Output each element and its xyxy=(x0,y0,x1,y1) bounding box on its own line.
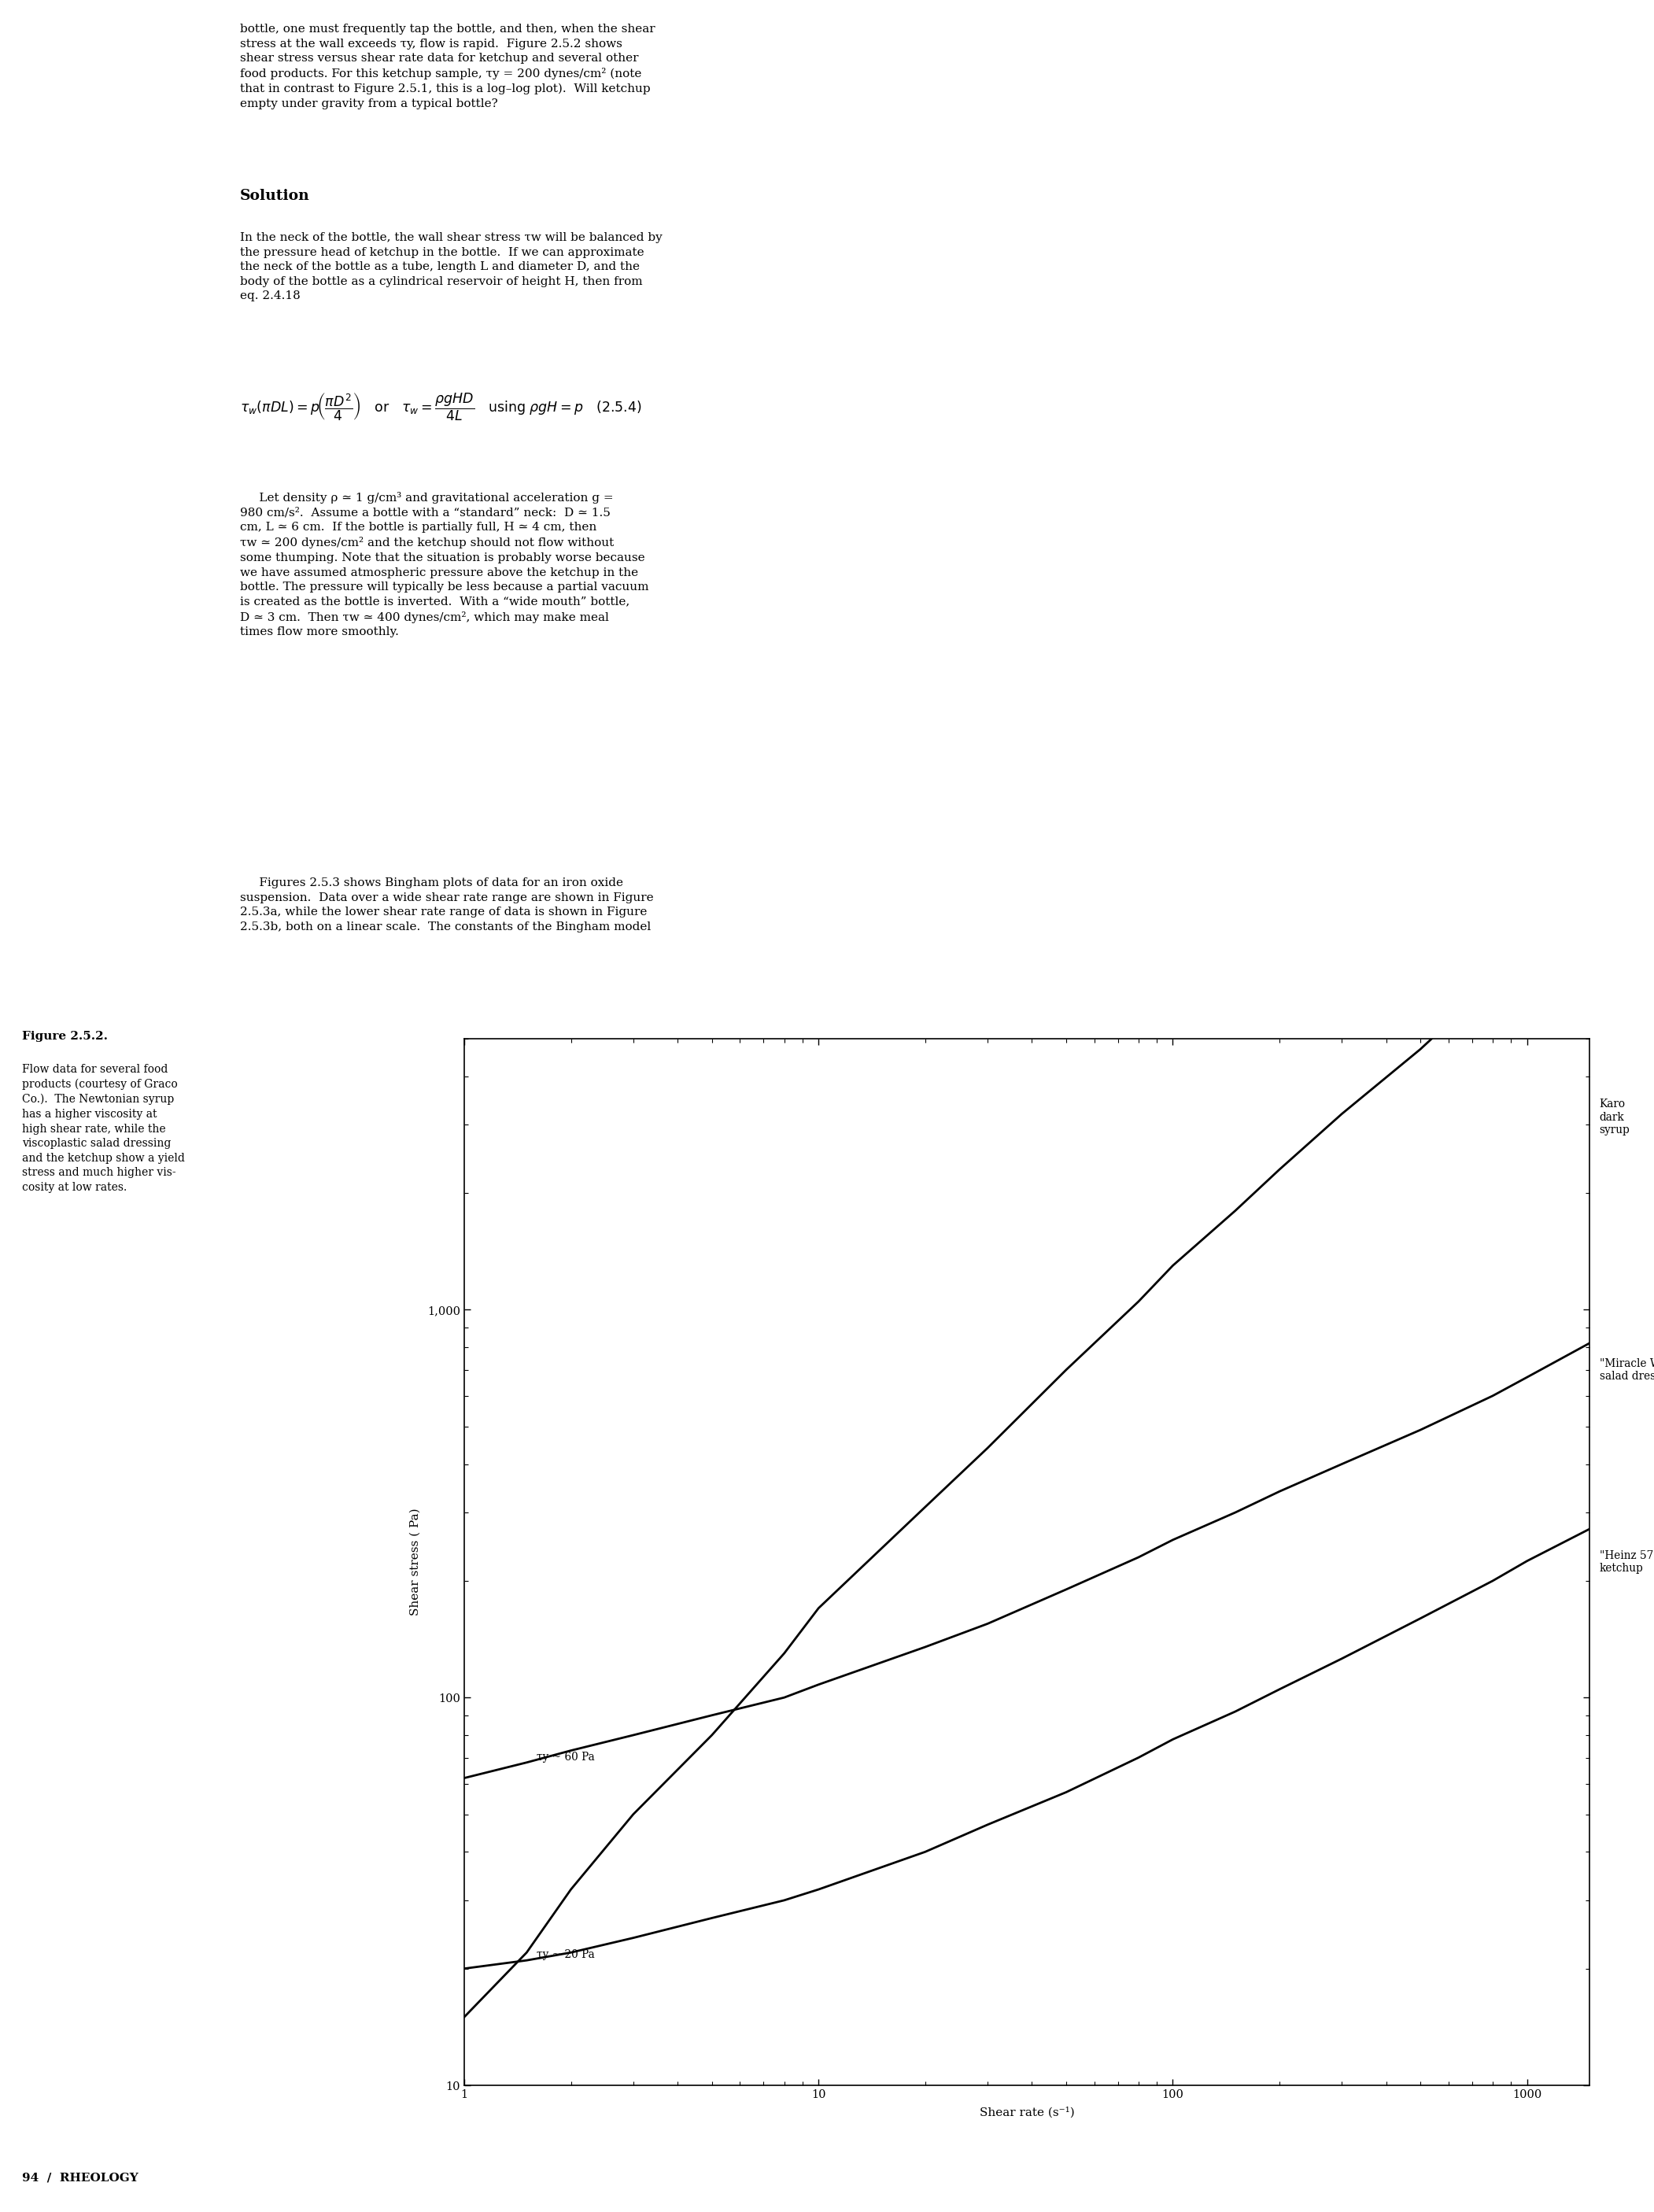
Text: Solution: Solution xyxy=(240,188,309,204)
Text: τy ~ 60 Pa: τy ~ 60 Pa xyxy=(536,1752,594,1763)
Text: bottle, one must frequently tap the bottle, and then, when the shear
stress at t: bottle, one must frequently tap the bott… xyxy=(240,24,655,108)
X-axis label: Shear rate (s⁻¹): Shear rate (s⁻¹) xyxy=(979,2106,1075,2119)
Text: Figures 2.5.3 shows Bingham plots of data for an iron oxide
suspension.  Data ov: Figures 2.5.3 shows Bingham plots of dat… xyxy=(240,878,653,933)
Text: τy ~ 20 Pa: τy ~ 20 Pa xyxy=(536,1949,594,1960)
Text: Flow data for several food
products (courtesy of Graco
Co.).  The Newtonian syru: Flow data for several food products (cou… xyxy=(22,1064,185,1192)
Text: Karo
dark
syrup: Karo dark syrup xyxy=(1599,1099,1629,1135)
Y-axis label: Shear stress ( Pa): Shear stress ( Pa) xyxy=(410,1509,420,1615)
Text: "Miracle Whip"
salad dressing: "Miracle Whip" salad dressing xyxy=(1599,1358,1654,1382)
Text: "Heinz 57"
ketchup: "Heinz 57" ketchup xyxy=(1599,1551,1654,1575)
Text: Let density ρ ≃ 1 g/cm³ and gravitational acceleration g =
980 cm/s².  Assume a : Let density ρ ≃ 1 g/cm³ and gravitationa… xyxy=(240,491,648,637)
Text: $\tau_w(\pi DL) = p\!\left(\dfrac{\pi D^2}{4}\right)$$\quad\mathrm{or}\quad$$\ta: $\tau_w(\pi DL) = p\!\left(\dfrac{\pi D^… xyxy=(240,392,642,422)
Text: 94  /  RHEOLOGY: 94 / RHEOLOGY xyxy=(22,2172,139,2183)
Text: Figure 2.5.2.: Figure 2.5.2. xyxy=(22,1031,108,1042)
Text: In the neck of the bottle, the wall shear stress τw will be balanced by
the pres: In the neck of the bottle, the wall shea… xyxy=(240,232,662,301)
